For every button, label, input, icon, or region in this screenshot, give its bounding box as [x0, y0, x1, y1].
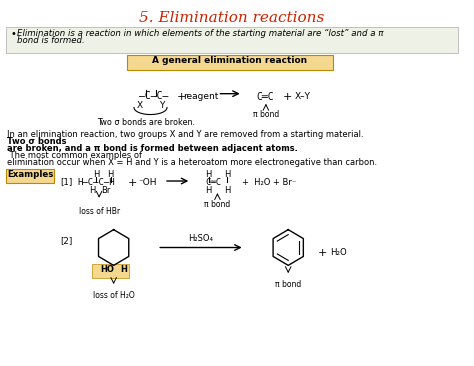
Text: Elimination is a reaction in which elements of the starting material are “lost” : Elimination is a reaction in which eleme… — [17, 29, 383, 38]
Text: π bond: π bond — [253, 109, 279, 119]
Text: H–C–C–H: H–C–C–H — [78, 178, 115, 187]
Text: Y: Y — [159, 101, 165, 110]
Text: elimination occur when X = H and Y is a heteroatom more electronegative than car: elimination occur when X = H and Y is a … — [7, 158, 377, 167]
Text: A general elimination reaction: A general elimination reaction — [153, 56, 308, 65]
Text: bond is formed.: bond is formed. — [17, 36, 84, 45]
Text: reagent: reagent — [183, 92, 219, 101]
Text: +: + — [283, 92, 292, 102]
Text: H: H — [93, 170, 100, 179]
Text: H: H — [89, 186, 95, 195]
Text: The most common examples of: The most common examples of — [7, 151, 142, 160]
Text: π bond: π bond — [275, 280, 301, 289]
Text: H₂O: H₂O — [330, 247, 346, 257]
FancyBboxPatch shape — [6, 169, 55, 183]
Text: Two σ bonds: Two σ bonds — [7, 137, 66, 146]
Text: C═C: C═C — [256, 92, 274, 102]
Text: H: H — [224, 170, 230, 179]
Text: +: + — [128, 178, 137, 188]
Text: H: H — [120, 265, 128, 274]
Text: loss of HBr: loss of HBr — [79, 207, 119, 216]
Text: 5. Elimination reactions: 5. Elimination reactions — [139, 11, 325, 25]
Text: H: H — [206, 170, 212, 179]
Text: [2]: [2] — [60, 236, 73, 246]
Text: H: H — [108, 170, 114, 179]
Text: Two σ bonds are broken.: Two σ bonds are broken. — [97, 119, 195, 127]
Text: π bond: π bond — [204, 200, 230, 209]
Text: +  H₂O + Br⁻: + H₂O + Br⁻ — [242, 178, 296, 187]
Text: [1]: [1] — [60, 177, 73, 186]
Text: C═C: C═C — [206, 178, 222, 187]
Text: Examples: Examples — [7, 170, 54, 179]
Text: H: H — [206, 186, 212, 195]
Text: +: + — [177, 92, 186, 102]
Text: HO: HO — [100, 265, 114, 274]
Text: H: H — [224, 186, 230, 195]
Text: •: • — [11, 29, 17, 39]
FancyBboxPatch shape — [127, 55, 333, 70]
FancyBboxPatch shape — [6, 27, 458, 53]
Text: –C–C–: –C–C– — [139, 91, 168, 101]
FancyBboxPatch shape — [92, 264, 129, 278]
Text: Br: Br — [101, 186, 110, 195]
Text: X–Y: X–Y — [295, 92, 311, 101]
Text: are broken, and a π bond is formed between adjacent atoms.: are broken, and a π bond is formed betwe… — [7, 144, 298, 153]
Text: +: + — [317, 247, 327, 258]
Text: In an elimination reaction, two groups X and Y are removed from a starting mater: In an elimination reaction, two groups X… — [7, 130, 366, 139]
Text: H₂SO₄: H₂SO₄ — [189, 234, 213, 243]
Text: X: X — [137, 101, 143, 110]
Text: loss of H₂O: loss of H₂O — [93, 291, 135, 300]
Text: ⁻OH: ⁻OH — [138, 178, 157, 187]
